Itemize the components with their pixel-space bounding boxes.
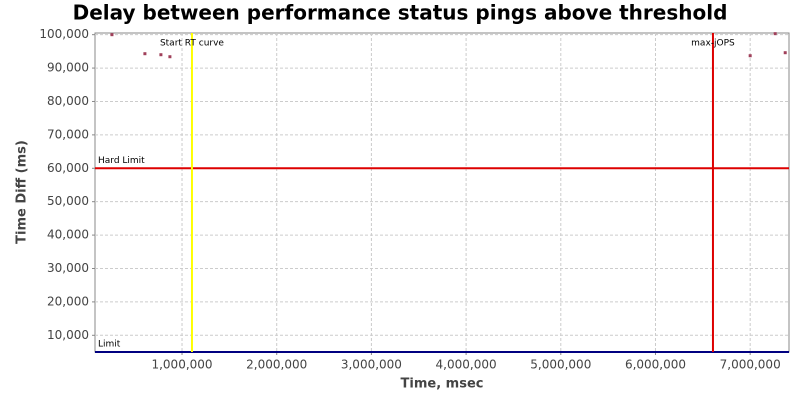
x-tick-label: 7,000,000 — [720, 358, 781, 372]
x-tick-label: 5,000,000 — [530, 358, 591, 372]
x-tick-label: 1,000,000 — [151, 358, 212, 372]
x-tick-label: 2,000,000 — [246, 358, 307, 372]
y-tick-label: 60,000 — [47, 161, 89, 175]
point — [168, 55, 172, 59]
point — [110, 33, 114, 37]
y-axis-label: Time Diff (ms) — [15, 140, 30, 244]
point — [773, 32, 777, 36]
y-tick-label: 10,000 — [47, 328, 89, 342]
y-tick-label: 20,000 — [47, 294, 89, 308]
y-tick-label: 100,000 — [39, 27, 89, 41]
marker-label: Start RT curve — [160, 39, 224, 49]
x-tick-label: 3,000,000 — [341, 358, 402, 372]
x-tick-label: 6,000,000 — [625, 358, 686, 372]
point — [748, 54, 752, 58]
threshold-label: Limit — [98, 340, 121, 350]
point — [783, 51, 787, 55]
chart-title: Delay between performance status pings a… — [73, 1, 728, 25]
marker-label: max-jOPS — [691, 39, 735, 49]
y-tick-label: 90,000 — [47, 61, 89, 75]
point — [143, 52, 147, 56]
y-tick-label: 30,000 — [47, 261, 89, 275]
threshold-label: Hard Limit — [98, 156, 145, 166]
y-tick-label: 80,000 — [47, 94, 89, 108]
plot-area — [94, 32, 790, 353]
x-axis-label: Time, msec — [401, 377, 484, 392]
y-tick-label: 50,000 — [47, 194, 89, 208]
point — [159, 53, 163, 57]
x-tick-label: 4,000,000 — [436, 358, 497, 372]
y-tick-label: 70,000 — [47, 127, 89, 141]
y-tick-label: 40,000 — [47, 228, 89, 242]
